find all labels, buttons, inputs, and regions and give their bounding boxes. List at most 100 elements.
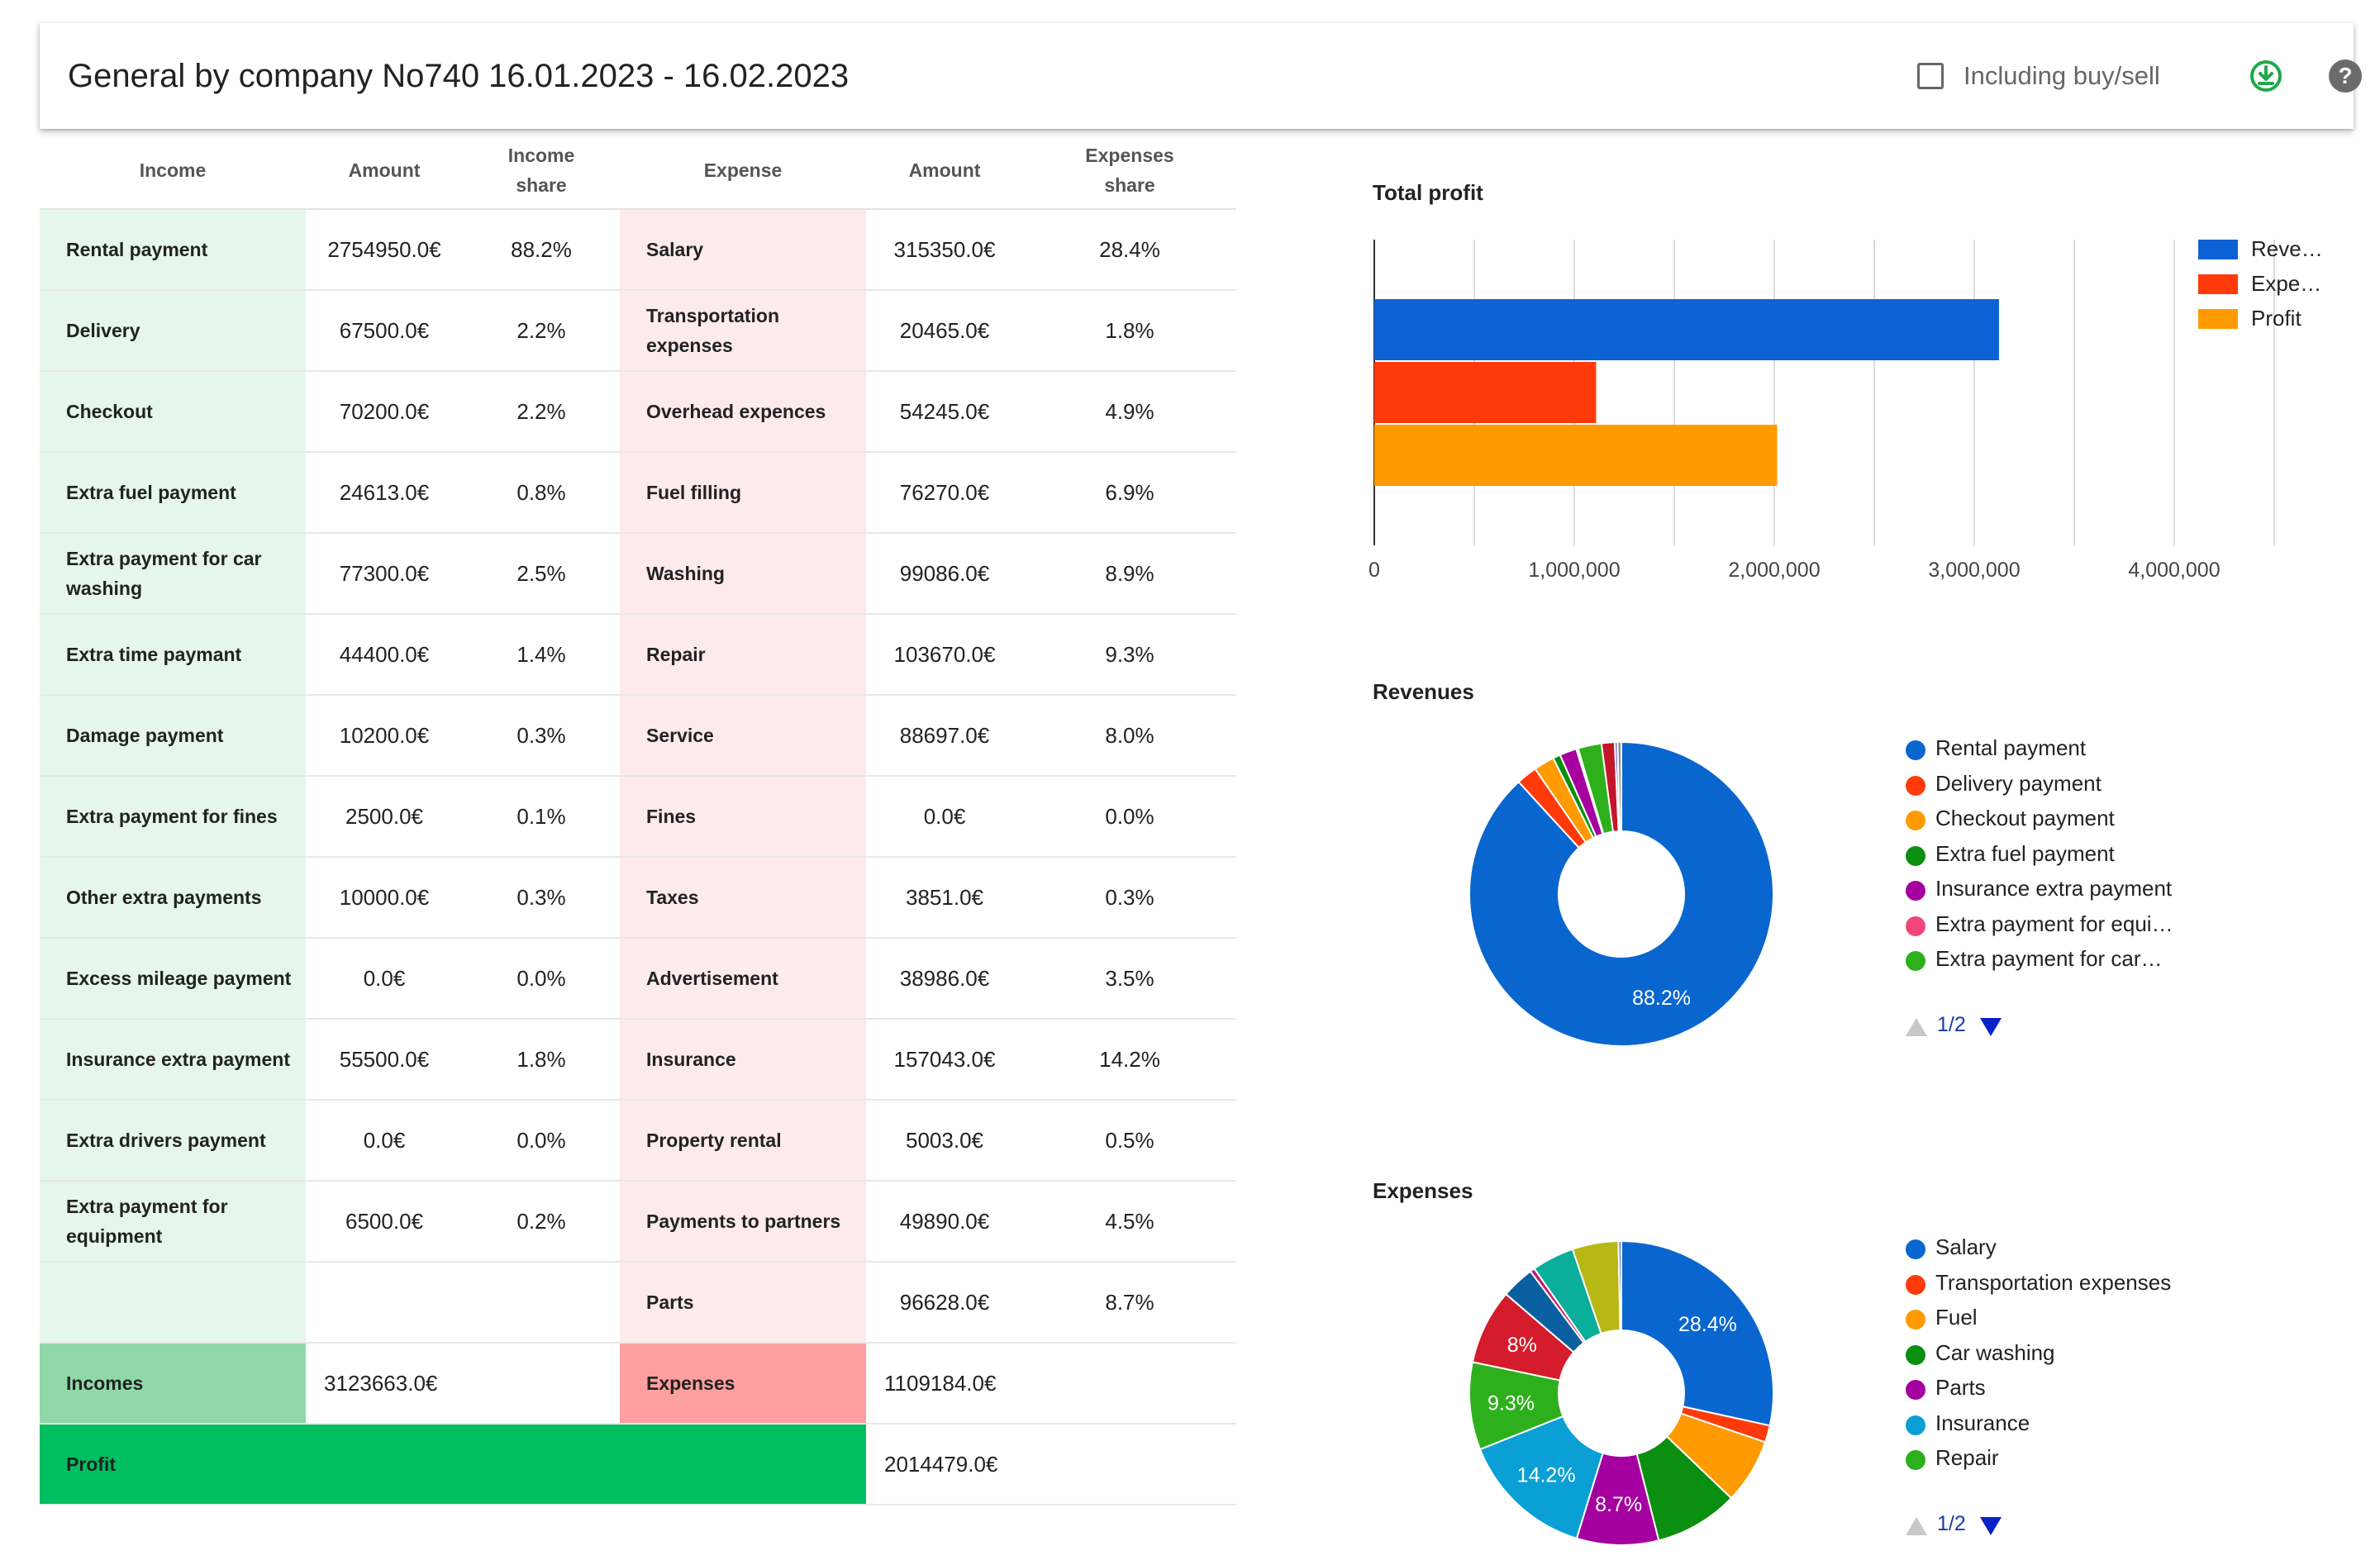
revenues-donut-chart: 88.2%: [1468, 740, 1774, 1047]
pager-up-icon[interactable]: [1906, 1517, 1927, 1535]
pie-slice-label: 14.2%: [1517, 1463, 1576, 1487]
income-name: Excess mileage payment: [40, 938, 306, 1020]
bar-reve[interactable]: [1374, 299, 1999, 360]
bar-legend-swatch: [2198, 240, 2238, 259]
expense-name: Fines: [620, 776, 866, 858]
income-share: 1.8%: [463, 1019, 620, 1101]
chart-title-expenses: Expenses: [1373, 1178, 1473, 1203]
income-amount: 10200.0€: [306, 695, 463, 777]
expense-amount: 0.0€: [866, 776, 1023, 858]
bar-legend-label: Expe…: [2251, 271, 2322, 296]
expense-amount: 99086.0€: [866, 533, 1023, 615]
including-buy-sell-checkbox[interactable]: [1917, 63, 1944, 89]
bar-x-tick-label: 2,000,000: [1728, 559, 1821, 582]
pie-slice-taxes[interactable]: [1617, 1239, 1622, 1332]
expense-share: 8.7%: [1023, 1262, 1236, 1344]
income-share: 0.1%: [463, 776, 620, 858]
pie-slice-other-extra-payments[interactable]: [1616, 740, 1622, 833]
pie-legend-swatch: [1906, 740, 1925, 760]
expense-share: 1.8%: [1023, 290, 1236, 372]
income-amount: 77300.0€: [306, 533, 463, 615]
profit-share: [1023, 1424, 1236, 1506]
income-share: 0.3%: [463, 857, 620, 939]
table-row: Extra fuel payment 24613.0€ 0.8% Fuel filli…: [40, 452, 1236, 534]
expenses-total-label: Expenses: [620, 1343, 866, 1425]
pie-legend-swatch: [1906, 775, 1925, 796]
income-amount: 0.0€: [306, 938, 463, 1020]
expense-amount: 76270.0€: [866, 452, 1023, 534]
profit-label: Profit: [40, 1424, 866, 1506]
income-name: Extra payment for fines: [40, 776, 306, 858]
income-name: Checkout: [40, 371, 306, 453]
total-profit-bar-chart: [1373, 240, 2275, 545]
pie-slice-insurance[interactable]: [1478, 1415, 1604, 1540]
expense-share: 9.3%: [1023, 614, 1236, 696]
expense-share: 6.9%: [1023, 452, 1236, 534]
bar-x-tick-label: 0: [1368, 559, 1380, 582]
expense-amount: 96628.0€: [866, 1262, 1023, 1344]
col-header-income-share-line2: share: [516, 174, 567, 196]
bar-profit[interactable]: [1374, 425, 1778, 486]
expense-amount: 49890.0€: [866, 1181, 1023, 1263]
bar-legend-swatch: [2198, 274, 2238, 294]
svg-text:?: ?: [2338, 63, 2352, 88]
expenses-donut-chart: 28.4% 8.7% 14.2% 9.3% 8%: [1468, 1239, 1774, 1546]
col-header-income-share: Income share: [463, 132, 620, 210]
pie-legend-label: Insurance extra payment: [1935, 876, 2173, 901]
table-row: Delivery 67500.0€ 2.2% Transportation expen…: [40, 290, 1236, 372]
page-title: General by company No740 16.01.2023 - 16…: [68, 58, 850, 94]
pager-up-icon[interactable]: [1906, 1018, 1927, 1036]
pie-slice-salary[interactable]: [1621, 1239, 1774, 1427]
income-amount: 10000.0€: [306, 857, 463, 939]
expense-name: Payments to partners: [620, 1181, 866, 1263]
including-buy-sell-toggle[interactable]: Including buy/sell: [1917, 23, 2160, 129]
expense-amount: 20465.0€: [866, 290, 1023, 372]
expense-amount: 54245.0€: [866, 371, 1023, 453]
download-icon[interactable]: [2246, 56, 2286, 96]
expense-name: Washing: [620, 533, 866, 615]
totals-row: Incomes 3123663.0€ Expenses 1109184.0€: [40, 1343, 1236, 1425]
expense-share: 8.9%: [1023, 533, 1236, 615]
expense-amount: 38986.0€: [866, 938, 1023, 1020]
table-row: Extra time paymant 44400.0€ 1.4% Repair 1036…: [40, 614, 1236, 696]
col-header-expenses-share-line1: Expenses: [1085, 145, 1174, 166]
expense-name: Advertisement: [620, 938, 866, 1020]
help-icon[interactable]: ?: [2325, 56, 2365, 96]
col-header-income: Income: [40, 132, 306, 210]
table-row: Extra payment for equipment 6500.0€ 0.2% Pa…: [40, 1181, 1236, 1263]
bar-legend-label: Reve…: [2251, 236, 2323, 261]
income-share: 2.2%: [463, 290, 620, 372]
bar-expe[interactable]: [1374, 362, 1597, 423]
pie-legend-swatch: [1906, 881, 1925, 901]
pie-legend-swatch: [1906, 1239, 1925, 1259]
pager-down-icon[interactable]: [1980, 1018, 2002, 1036]
expense-amount: 3851.0€: [866, 857, 1023, 939]
chart-title-revenues: Revenues: [1373, 679, 1474, 704]
col-header-expense: Expense: [620, 132, 866, 210]
income-name: Insurance extra payment: [40, 1019, 306, 1101]
pie-slice-label: 28.4%: [1678, 1313, 1737, 1336]
expense-share: 14.2%: [1023, 1019, 1236, 1101]
pie-legend-swatch: [1906, 916, 1925, 936]
income-name: Extra payment for car washing: [40, 533, 306, 615]
expense-name: Parts: [620, 1262, 866, 1344]
expense-amount: 157043.0€: [866, 1019, 1023, 1101]
pie-legend-swatch: [1906, 1380, 1925, 1400]
pie-slice-label: 88.2%: [1632, 987, 1691, 1010]
income-share: 0.3%: [463, 695, 620, 777]
incomes-total-share: [463, 1343, 620, 1425]
table-row: Damage payment 10200.0€ 0.3% Service 88697.0…: [40, 695, 1236, 777]
income-name: Rental payment: [40, 209, 306, 291]
income-name: Damage payment: [40, 695, 306, 777]
pie-slice-label: 9.3%: [1488, 1392, 1535, 1415]
income-share: 2.2%: [463, 371, 620, 453]
table-header-row: Income Amount Income share Expense Amount…: [40, 132, 1236, 210]
expense-amount: 315350.0€: [866, 209, 1023, 291]
pie-slice-rental-payment[interactable]: [1468, 740, 1774, 1047]
income-amount: 6500.0€: [306, 1181, 463, 1263]
bar-x-tick-label: 1,000,000: [1528, 559, 1621, 582]
table-row: Extra drivers payment 0.0€ 0.0% Property re…: [40, 1100, 1236, 1182]
income-share: 1.4%: [463, 614, 620, 696]
pie-legend-swatch: [1906, 1450, 1925, 1470]
pager-down-icon[interactable]: [1980, 1517, 2002, 1535]
